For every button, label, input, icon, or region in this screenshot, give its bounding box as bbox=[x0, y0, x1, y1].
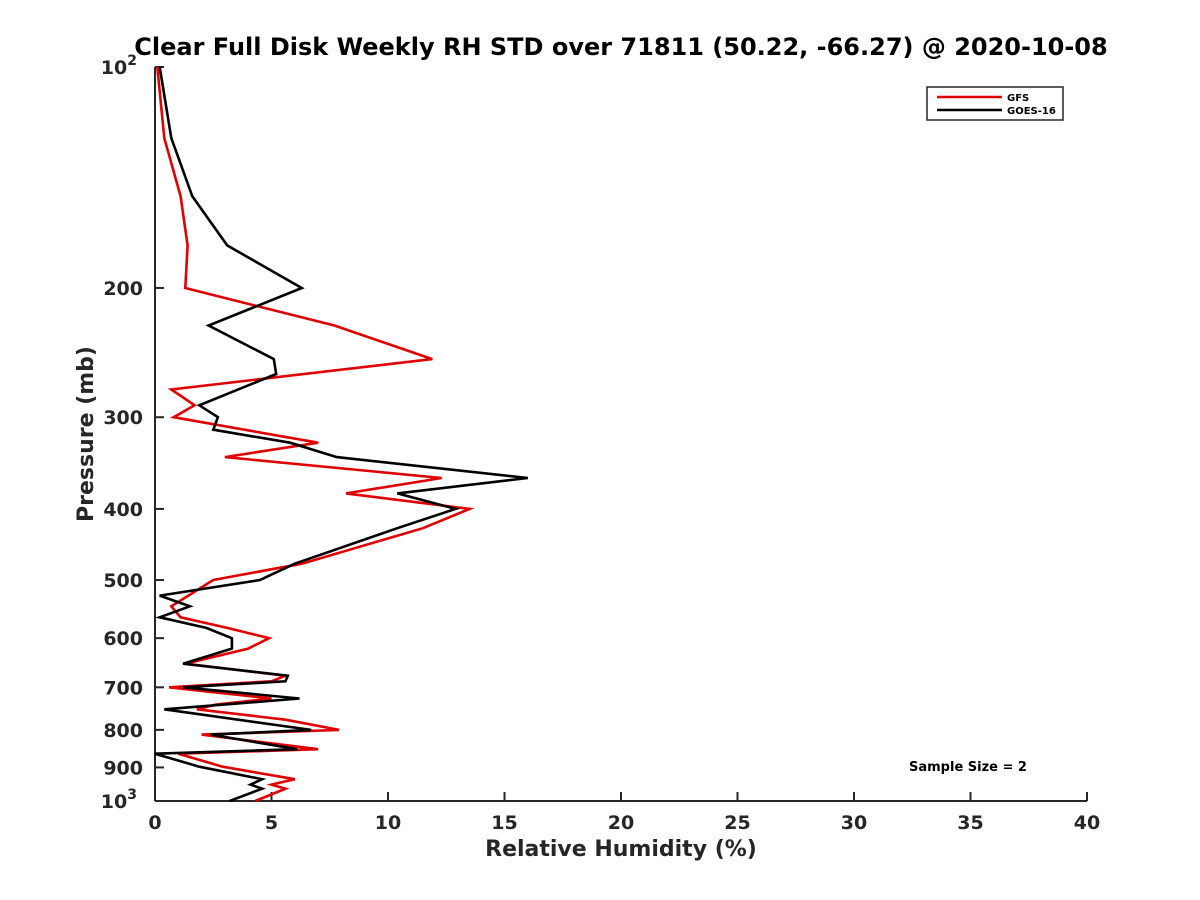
legend-label-goes16: GOES-16 bbox=[1007, 106, 1056, 117]
x-tick-label: 40 bbox=[1074, 812, 1100, 834]
y-tick-label: 800 bbox=[103, 720, 143, 742]
y-tick-label: 500 bbox=[103, 570, 143, 592]
y-tick-label: 300 bbox=[103, 407, 143, 429]
sample-size-annotation: Sample Size = 2 bbox=[909, 760, 1027, 775]
x-tick-label: 35 bbox=[957, 812, 983, 834]
legend-label-gfs: GFS bbox=[1007, 93, 1029, 104]
series-line-goes16 bbox=[154, 66, 528, 803]
y-ticks: 102 200 300 400 500 600 700 800 900 103 bbox=[101, 53, 164, 813]
x-tick-label: 15 bbox=[491, 812, 517, 834]
x-ticks: 0 5 10 15 20 25 30 35 40 bbox=[148, 792, 1100, 834]
y-tick-label: 102 bbox=[101, 53, 137, 79]
legend: GFS GOES-16 bbox=[926, 86, 1064, 121]
y-tick-label: 103 bbox=[101, 787, 137, 813]
y-tick-label: 900 bbox=[103, 757, 143, 779]
x-axis-label: Relative Humidity (%) bbox=[485, 837, 757, 862]
x-tick-label: 30 bbox=[841, 812, 867, 834]
y-axis-label: Pressure (mb) bbox=[74, 346, 99, 522]
x-tick-label: 20 bbox=[608, 812, 634, 834]
x-tick-label: 25 bbox=[724, 812, 750, 834]
x-tick-label: 5 bbox=[265, 812, 278, 834]
series-line-gfs bbox=[156, 66, 475, 803]
x-tick-label: 0 bbox=[148, 812, 161, 834]
plot-area bbox=[154, 67, 1087, 802]
legend-box bbox=[926, 86, 1064, 121]
x-tick-label: 10 bbox=[375, 812, 401, 834]
y-tick-label: 400 bbox=[103, 499, 143, 521]
chart-title: Clear Full Disk Weekly RH STD over 71811… bbox=[134, 33, 1107, 61]
y-tick-label: 700 bbox=[103, 677, 143, 699]
y-tick-label: 600 bbox=[103, 628, 143, 650]
series-group bbox=[154, 66, 528, 803]
y-tick-label: 200 bbox=[103, 278, 143, 300]
